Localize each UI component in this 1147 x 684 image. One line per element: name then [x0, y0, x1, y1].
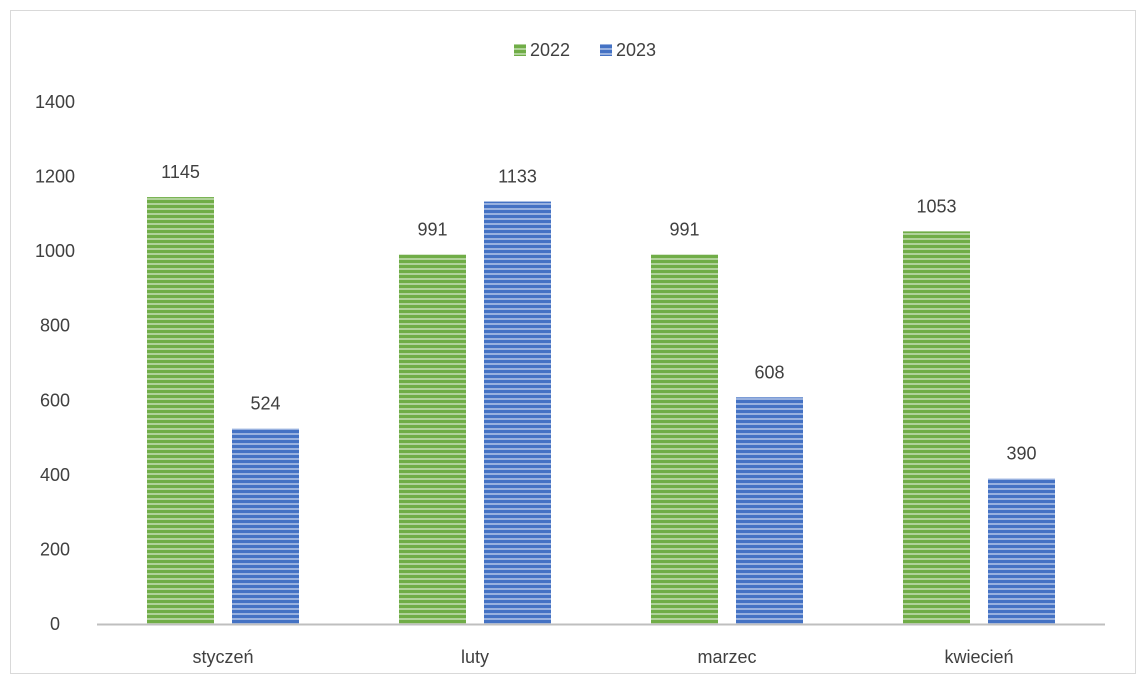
bar-2023-luty [484, 201, 551, 624]
data-label-2023-marzec: 608 [754, 362, 784, 382]
legend-label-2023: 2023 [616, 40, 656, 60]
y-tick-label: 400 [40, 465, 70, 485]
legend-swatch-2023 [600, 44, 612, 56]
y-tick-label: 1200 [35, 167, 75, 187]
x-category-label: styczeń [192, 647, 253, 667]
bar-2022-marzec [651, 254, 718, 624]
legend-swatch-2022 [514, 44, 526, 56]
y-axis: 0 200 400 600 800 1000 1200 1400 [35, 92, 75, 634]
y-tick-label: 800 [40, 316, 70, 336]
data-label-2023-styczeń: 524 [250, 394, 280, 414]
bar-2022-styczeń [147, 197, 214, 625]
y-tick-label: 1400 [35, 92, 75, 112]
data-label-2023-kwiecień: 390 [1006, 444, 1036, 464]
data-label-2022-luty: 991 [417, 219, 447, 239]
bar-2022-kwiecień [903, 231, 970, 625]
bars [147, 197, 1055, 625]
y-tick-label: 0 [50, 614, 60, 634]
bar-2023-styczeń [232, 428, 299, 624]
y-tick-label: 1000 [35, 241, 75, 261]
y-tick-label: 600 [40, 390, 70, 410]
data-label-2022-styczeń: 1145 [161, 162, 200, 182]
bar-2023-marzec [736, 397, 803, 624]
x-category-label: kwiecień [944, 647, 1013, 667]
data-label-2022-kwiecień: 1053 [916, 196, 956, 216]
legend-label-2022: 2022 [530, 40, 570, 60]
x-axis: styczeń luty marzec kwiecień [97, 623, 1105, 667]
x-category-label: luty [461, 647, 489, 667]
legend: 2022 2023 [514, 40, 656, 60]
data-labels: 1145 524 991 1133 991 608 1053 390 [161, 162, 1036, 464]
data-label-2022-marzec: 991 [669, 219, 699, 239]
bar-2023-kwiecień [988, 478, 1055, 624]
bar-2022-luty [399, 254, 466, 624]
y-tick-label: 200 [40, 539, 70, 559]
data-label-2023-luty: 1133 [498, 167, 537, 187]
x-category-label: marzec [697, 647, 756, 667]
